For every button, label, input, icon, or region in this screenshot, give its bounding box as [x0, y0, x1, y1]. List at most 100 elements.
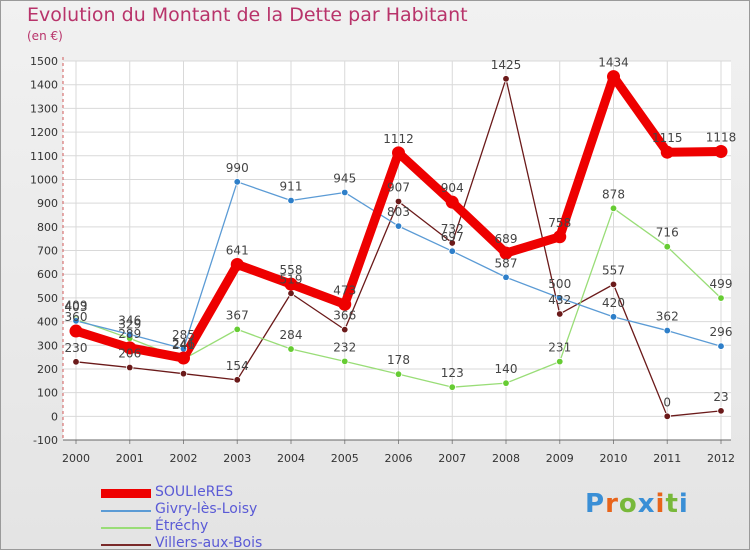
legend-label: Étréchy: [155, 518, 209, 534]
data-label: 732: [441, 222, 464, 236]
legend-label: Givry-lès-Loisy: [155, 501, 258, 517]
y-tick-label: 1400: [30, 79, 58, 92]
data-point: [287, 196, 295, 205]
data-label: 420: [602, 296, 625, 310]
logo-letter: i: [655, 489, 666, 519]
data-label: 911: [280, 180, 303, 194]
data-point: [394, 197, 403, 206]
y-tick-label: 800: [37, 221, 58, 234]
data-label: 366: [333, 309, 356, 323]
data-label: 285: [172, 328, 195, 342]
data-point: [179, 369, 188, 378]
data-point: [499, 246, 513, 260]
data-point: [660, 145, 674, 159]
data-point: [663, 243, 671, 251]
data-label: 1118: [706, 130, 737, 144]
data-label: 1434: [598, 56, 629, 70]
data-point: [502, 379, 510, 387]
data-label: 689: [495, 232, 518, 246]
y-tick-label: 500: [37, 292, 58, 305]
data-point: [394, 222, 403, 230]
chart-unit: (en €): [27, 29, 63, 43]
data-label: 697: [441, 230, 464, 244]
data-point: [448, 239, 456, 247]
data-point: [341, 188, 349, 197]
data-point: [230, 257, 244, 271]
data-point: [287, 345, 295, 353]
data-point: [609, 280, 618, 289]
data-label: 557: [602, 263, 625, 277]
proxiti-logo: Proxiti: [585, 489, 689, 519]
data-point: [233, 178, 241, 186]
data-label: 409: [65, 298, 88, 312]
data-label: 23: [713, 390, 728, 404]
y-tick-label: 1200: [30, 126, 58, 139]
data-point: [502, 273, 510, 281]
x-tick-label: 2004: [277, 452, 305, 465]
data-label: 499: [710, 277, 733, 291]
data-point: [553, 230, 567, 244]
data-point: [717, 294, 725, 302]
legend-swatch: [101, 544, 151, 546]
data-label: 716: [656, 226, 679, 240]
y-tick-label: 1000: [30, 173, 58, 186]
logo-letter: r: [605, 489, 619, 519]
data-point: [177, 351, 190, 365]
data-label: 990: [226, 161, 249, 175]
chart-title: Evolution du Montant de la Dette par Hab…: [27, 4, 468, 26]
legend-swatch: [101, 527, 151, 529]
logo-letter: P: [585, 489, 606, 519]
y-tick-label: 400: [37, 316, 58, 329]
y-tick-label: 700: [37, 245, 58, 258]
data-label: 907: [387, 180, 410, 194]
logo-letter: x: [637, 489, 656, 519]
data-point: [72, 358, 80, 366]
data-point: [126, 330, 134, 339]
data-point: [556, 294, 564, 302]
data-point: [556, 310, 564, 318]
data-label: 432: [548, 293, 571, 307]
data-point: [233, 376, 241, 384]
data-label: 904: [441, 181, 464, 195]
data-label: 284: [280, 328, 303, 342]
data-point: [609, 313, 618, 321]
x-tick-label: 2010: [600, 452, 628, 465]
data-label: 945: [333, 171, 356, 185]
data-label: 367: [226, 308, 249, 322]
x-tick-label: 2001: [116, 452, 144, 465]
data-point: [287, 289, 295, 298]
x-tick-label: 2012: [707, 452, 735, 465]
legend-swatch: [101, 489, 151, 498]
data-point: [392, 146, 405, 160]
x-tick-label: 2008: [492, 452, 520, 465]
data-label: 519: [280, 272, 303, 286]
data-point: [607, 70, 620, 84]
data-label: 641: [226, 243, 249, 257]
y-tick-label: 900: [37, 197, 58, 210]
data-label: 587: [495, 256, 518, 270]
data-point: [338, 297, 352, 311]
y-tick-label: 1300: [30, 102, 58, 115]
data-point: [445, 195, 459, 209]
logo-letter: t: [665, 489, 679, 519]
legend-swatch: [101, 510, 151, 512]
data-point: [126, 363, 134, 372]
data-label: 803: [387, 205, 410, 219]
x-tick-label: 2007: [438, 452, 466, 465]
data-label: 232: [333, 340, 356, 354]
data-label: 0: [663, 395, 671, 409]
legend-label: SOULIeRES: [155, 484, 234, 500]
data-label: 1425: [491, 58, 522, 72]
legend-label: Villers-aux-Bois: [155, 535, 263, 550]
data-label: 246: [172, 337, 195, 351]
legend-item: Étréchy: [101, 518, 321, 536]
x-tick-label: 2002: [170, 452, 198, 465]
data-point: [663, 412, 671, 421]
data-label: 362: [656, 310, 679, 324]
data-label: 206: [118, 347, 141, 361]
data-label: 1112: [383, 132, 414, 146]
data-point: [69, 324, 83, 338]
logo-letter: o: [618, 489, 638, 519]
